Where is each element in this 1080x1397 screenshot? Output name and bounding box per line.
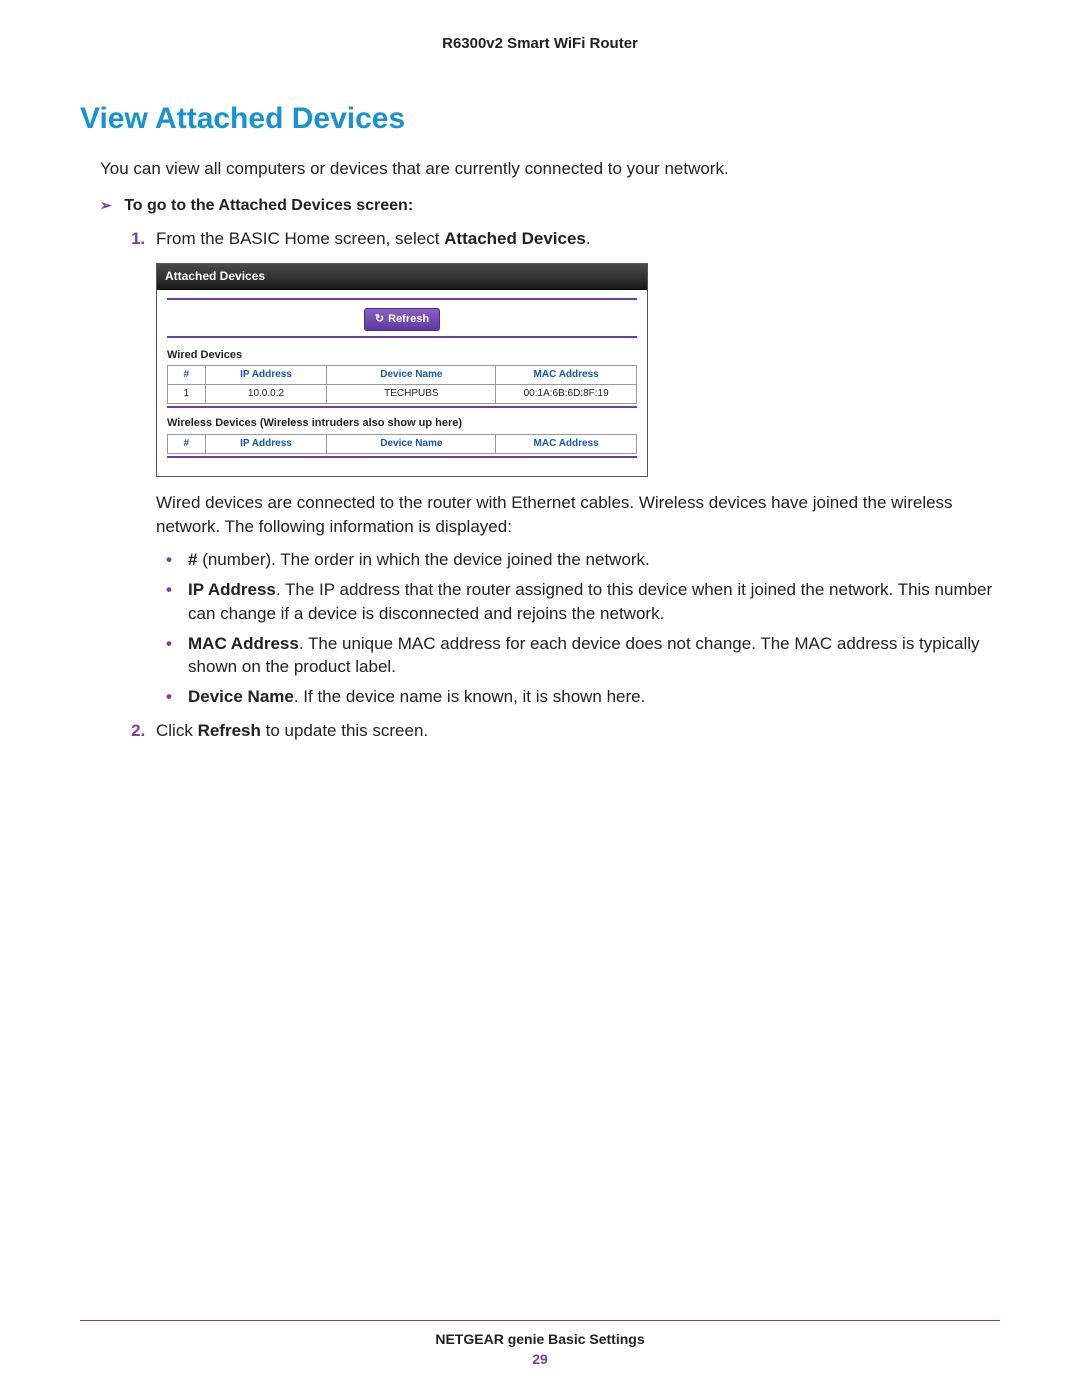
field-list: # (number). The order in which the devic… [156,548,1000,709]
step-1: From the BASIC Home screen, select Attac… [150,227,1000,709]
step-1-bold: Attached Devices [444,229,586,248]
wired-devices-table: # IP Address Device Name MAC Address 1 1… [167,365,637,404]
procedure-heading: ➢ To go to the Attached Devices screen: [100,197,1000,215]
router-panel: Attached Devices ↻Refresh Wired Devices … [156,263,648,477]
refresh-row: ↻ Refresh [167,298,637,338]
field-ip-text: . The IP address that the router assigne… [188,580,992,623]
embedded-screenshot: Attached Devices ↻Refresh Wired Devices … [156,263,1000,477]
footer-rule [80,1320,1000,1321]
col-name: Device Name [327,434,496,453]
doc-header: R6300v2 Smart WiFi Router [80,35,1000,52]
col-mac: MAC Address [496,366,637,385]
refresh-icon: ↻ [375,313,384,325]
col-num: # [168,366,206,385]
field-num-text: (number). The order in which the device … [197,550,649,569]
step-2-post: to update this screen. [261,721,428,740]
after-screenshot-text: Wired devices are connected to the route… [156,491,1000,539]
refresh-button[interactable]: ↻ Refresh [364,308,440,331]
cell-name: TECHPUBS [327,385,496,404]
step-1-pre: From the BASIC Home screen, select [156,229,444,248]
table-header-row: # IP Address Device Name MAC Address [168,366,637,385]
col-ip: IP Address [205,434,327,453]
wireless-devices-label: Wireless Devices (Wireless intruders als… [167,416,637,431]
chevron-right-icon: ➢ [100,197,112,213]
step-2-bold: Refresh [198,721,261,740]
step-1-post: . [586,229,591,248]
list-item: # (number). The order in which the devic… [184,548,1000,572]
field-ip-label: IP Address [188,580,276,599]
field-mac-text: . The unique MAC address for each device… [188,634,980,677]
footer-section: NETGEAR genie Basic Settings [80,1331,1000,1347]
intro-paragraph: You can view all computers or devices th… [100,158,1000,181]
step-2: Click Refresh to update this screen. [150,719,1000,743]
col-ip: IP Address [205,366,327,385]
table-header-row: # IP Address Device Name MAC Address [168,434,637,453]
wireless-devices-table: # IP Address Device Name MAC Address [167,434,637,454]
list-item: Device Name. If the device name is known… [184,685,1000,709]
list-item: IP Address. The IP address that the rout… [184,578,1000,626]
field-name-label: Device Name [188,687,294,706]
wired-devices-label: Wired Devices [167,348,637,363]
table-row: 1 10.0.0.2 TECHPUBS 00:1A:6B:6D:8F:19 [168,385,637,404]
procedure-heading-text: To go to the Attached Devices screen: [124,197,413,214]
page-title: View Attached Devices [80,102,1000,136]
field-mac-label: MAC Address [188,634,299,653]
page-footer: NETGEAR genie Basic Settings 29 [80,1320,1000,1367]
footer-page-number: 29 [80,1351,1000,1367]
step-2-pre: Click [156,721,198,740]
col-name: Device Name [327,366,496,385]
cell-mac: 00:1A:6B:6D:8F:19 [496,385,637,404]
col-num: # [168,434,206,453]
field-name-text: . If the device name is known, it is sho… [294,687,646,706]
panel-titlebar: Attached Devices [157,264,647,290]
list-item: MAC Address. The unique MAC address for … [184,632,1000,680]
col-mac: MAC Address [496,434,637,453]
cell-num: 1 [168,385,206,404]
refresh-button-label: Refresh [388,313,429,325]
cell-ip: 10.0.0.2 [205,385,327,404]
